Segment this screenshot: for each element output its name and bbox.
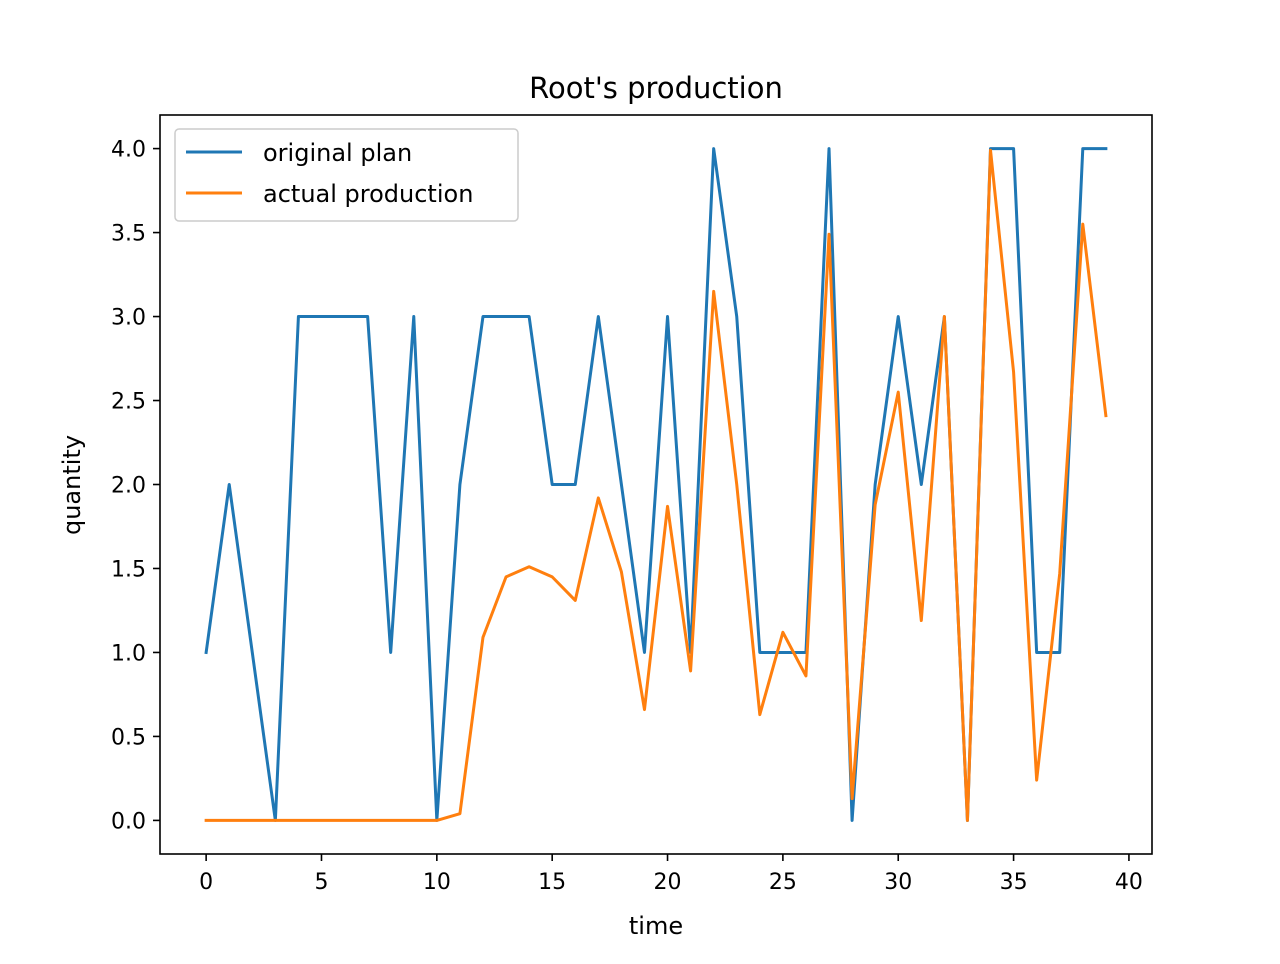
y-tick-label: 1.5 [111, 557, 146, 582]
x-tick-label: 25 [769, 870, 797, 895]
y-axis-ticks: 0.0 0.5 1.0 1.5 2.0 2.5 3.0 3.5 4.0 [111, 138, 160, 834]
legend: original plan actual production [174, 128, 519, 222]
legend-box [174, 128, 519, 222]
x-tick-label: 15 [538, 870, 566, 895]
y-tick-label: 3.0 [111, 306, 146, 331]
y-tick-label: 0.5 [111, 725, 146, 750]
y-tick-label: 2.5 [111, 390, 146, 415]
x-axis-label: time [629, 912, 683, 940]
x-tick-label: 20 [654, 870, 682, 895]
y-tick-label: 0.0 [111, 809, 146, 834]
x-axis-ticks: 0 5 10 15 20 25 30 35 40 [199, 854, 1143, 895]
y-tick-label: 4.0 [111, 138, 146, 163]
legend-label-original-plan: original plan [263, 139, 412, 167]
x-tick-label: 0 [199, 870, 213, 895]
y-tick-label: 2.0 [111, 474, 146, 499]
y-tick-label: 1.0 [111, 641, 146, 666]
series-line-actual-production [204, 148, 1108, 822]
x-tick-label: 5 [314, 870, 328, 895]
x-tick-label: 30 [884, 870, 912, 895]
series-layer [204, 147, 1108, 822]
legend-label-actual-production: actual production [263, 180, 473, 208]
x-tick-label: 40 [1115, 870, 1143, 895]
chart-title: Root's production [529, 71, 783, 105]
y-axis-label: quantity [58, 435, 86, 535]
y-tick-label: 3.5 [111, 222, 146, 247]
x-tick-label: 35 [1000, 870, 1028, 895]
x-tick-label: 10 [423, 870, 451, 895]
